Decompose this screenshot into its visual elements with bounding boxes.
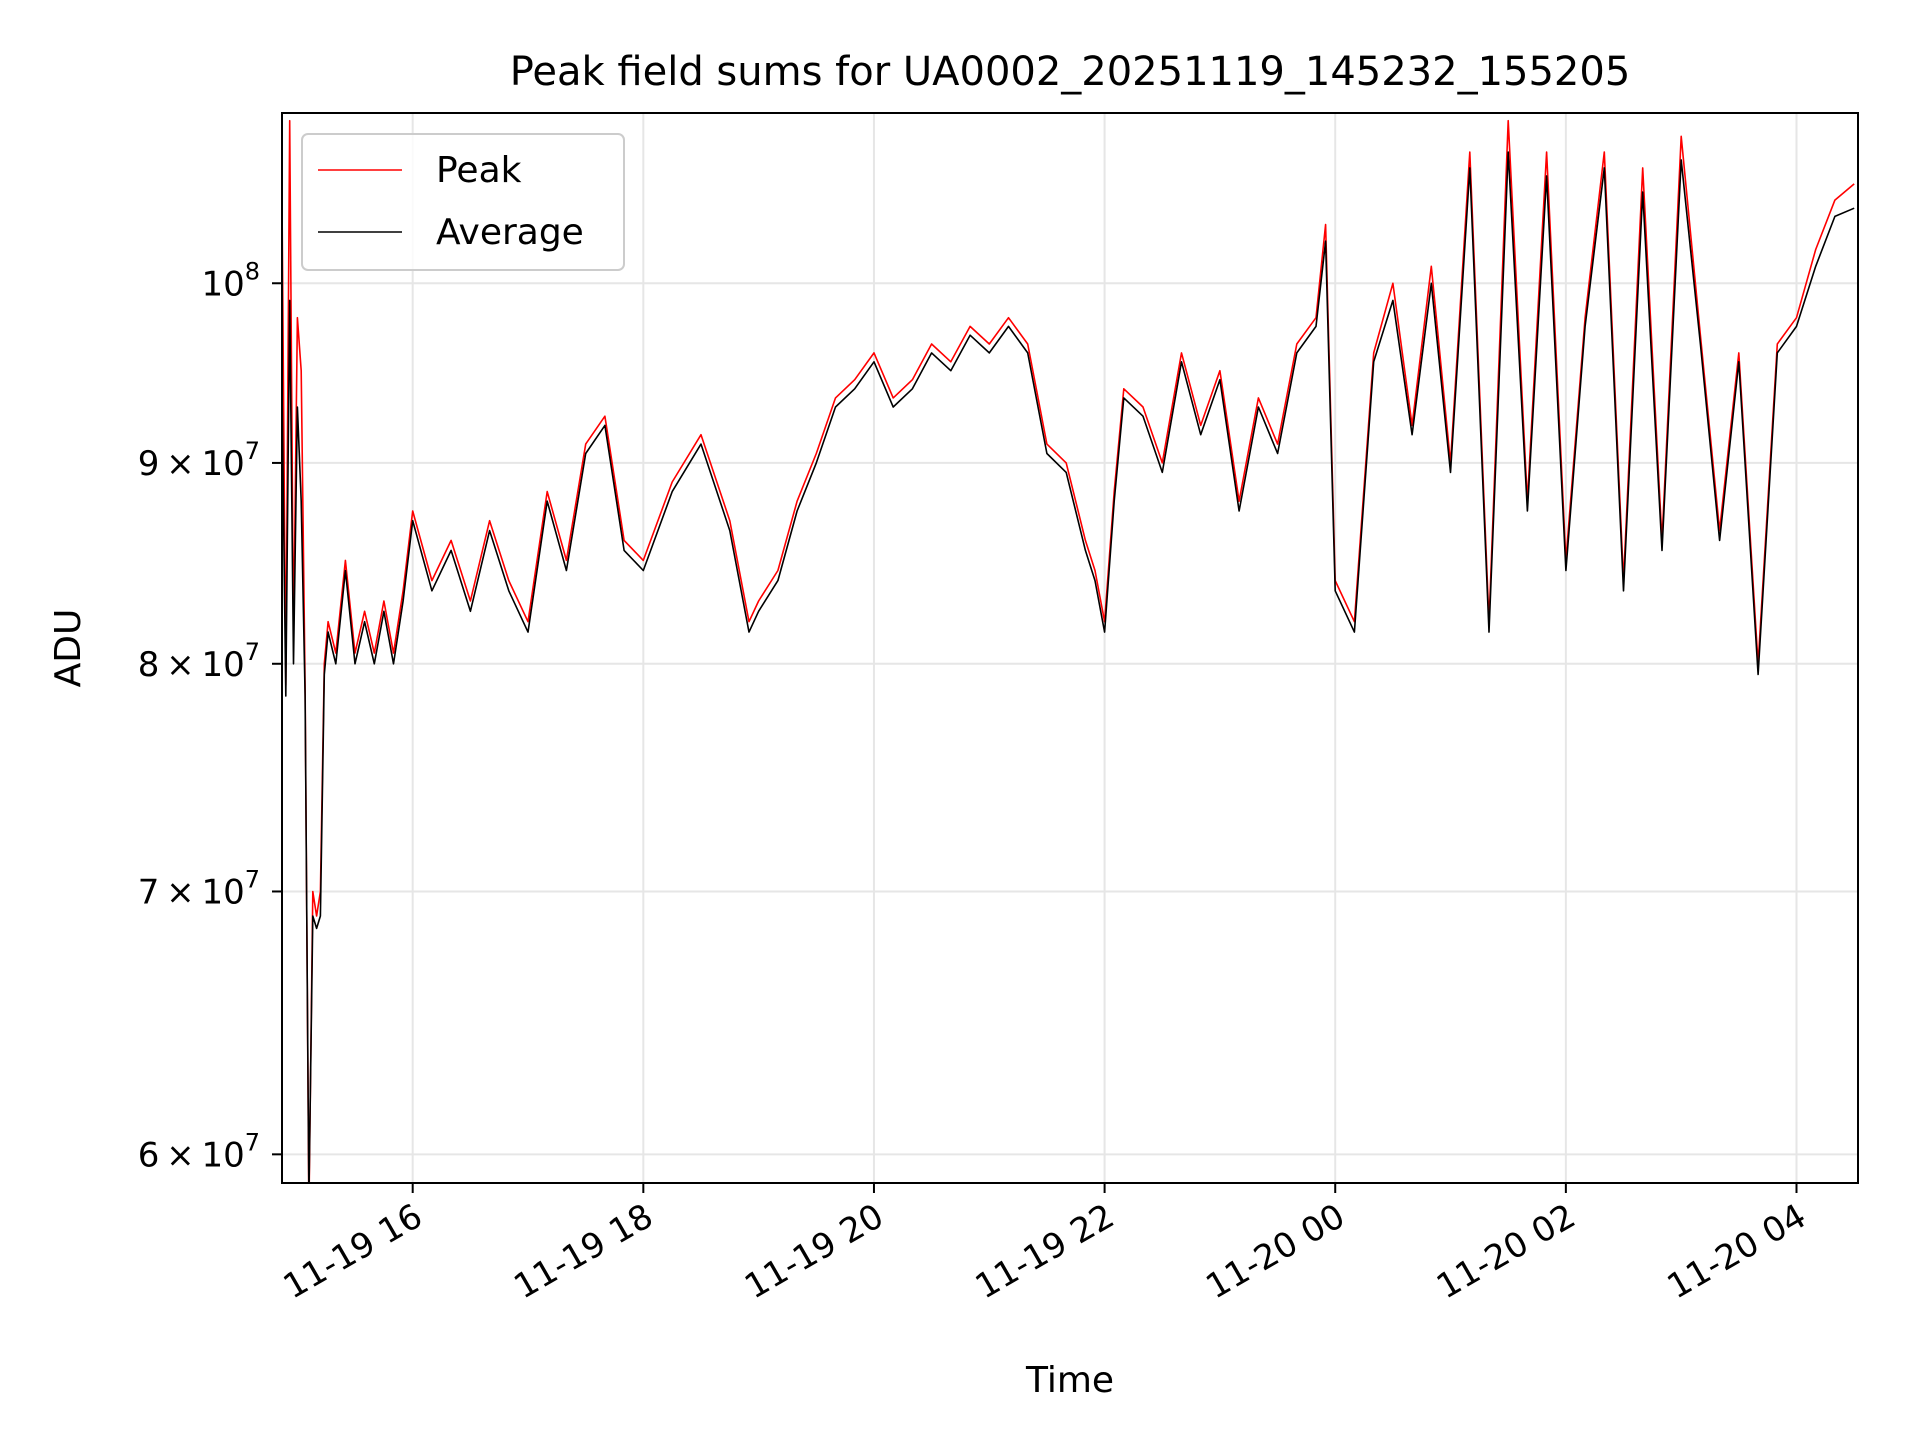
y-tick-label-base: 9 × 10 <box>138 444 245 484</box>
y-tick-label: 9 × 107 <box>138 437 260 484</box>
y-tick-label-base: 10 <box>201 264 244 304</box>
y-tick-label: 7 × 107 <box>138 865 260 912</box>
y-tick-label-base: 7 × 10 <box>138 872 245 912</box>
plot-frame <box>281 112 1859 1184</box>
y-tick-label-exponent: 7 <box>245 865 260 893</box>
y-tick-label-exponent: 7 <box>245 1128 260 1156</box>
series-line-average <box>282 151 1855 1183</box>
legend-box <box>301 133 625 271</box>
legend-label-peak: Peak <box>436 150 522 191</box>
y-tick-label-exponent: 8 <box>245 257 260 285</box>
y-tick-label-exponent: 7 <box>245 437 260 465</box>
legend-label-average: Average <box>436 212 584 253</box>
y-tick-label-exponent: 7 <box>245 638 260 666</box>
x-axis-label: Time <box>1025 1360 1114 1401</box>
series-layer <box>282 119 1855 1183</box>
y-tick-label-base: 8 × 10 <box>138 645 245 685</box>
y-tick-label: 108 <box>201 257 260 304</box>
chart-title: Peak field sums for UA0002_20251119_1452… <box>510 49 1631 95</box>
y-tick-label-base: 6 × 10 <box>138 1135 245 1175</box>
y-tick-label: 8 × 107 <box>138 638 260 685</box>
series-line-peak <box>282 119 1855 1183</box>
legend: Peak Average <box>301 133 625 271</box>
y-axis-label: ADU <box>48 609 89 688</box>
y-tick-label: 6 × 107 <box>138 1128 260 1175</box>
grid-layer <box>282 113 1858 1183</box>
